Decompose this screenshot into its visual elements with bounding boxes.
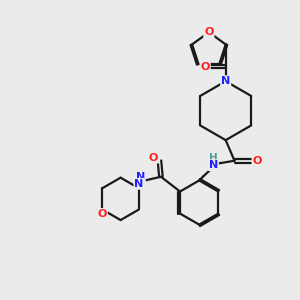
Text: H: H — [209, 153, 218, 164]
Text: O: O — [98, 209, 107, 219]
Text: N: N — [136, 172, 145, 182]
Text: N: N — [221, 76, 230, 86]
Text: O: O — [253, 156, 262, 166]
Text: O: O — [200, 61, 210, 71]
Text: N: N — [134, 179, 144, 189]
Text: N: N — [209, 160, 218, 170]
Text: O: O — [149, 153, 158, 163]
Text: O: O — [204, 27, 214, 37]
